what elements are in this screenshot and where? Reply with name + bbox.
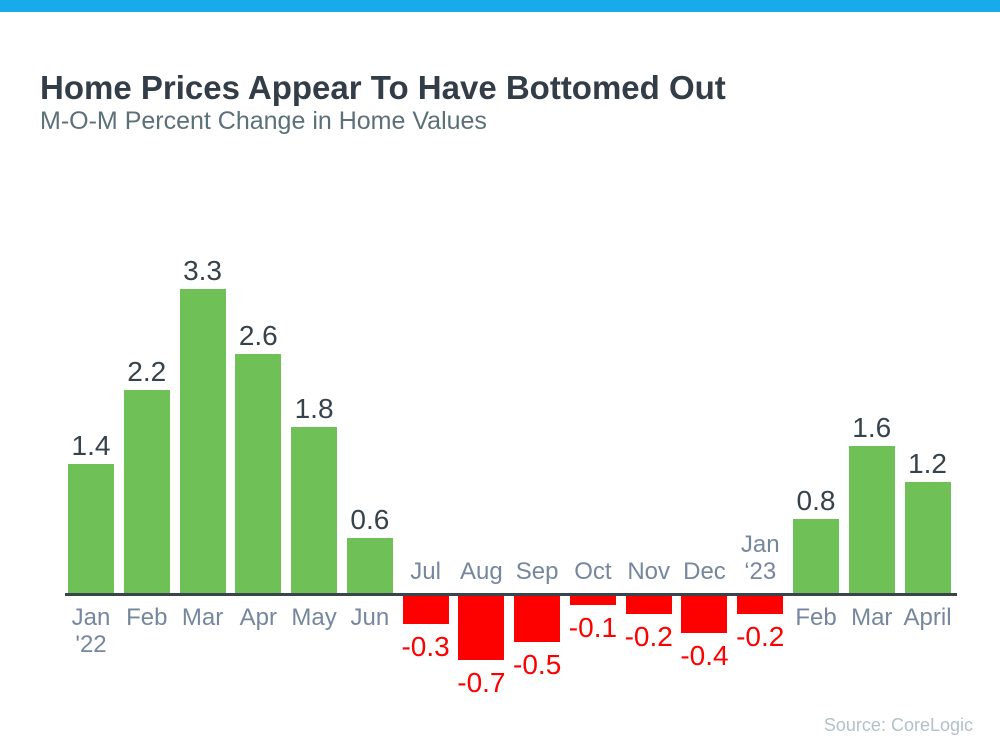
chart-title: Home Prices Appear To Have Bottomed Out [40, 69, 726, 107]
bar [291, 427, 338, 593]
month-label: Feb [126, 604, 168, 631]
month-label: Apr [239, 604, 277, 631]
month-label: Dec [683, 558, 726, 585]
bar-value-label: -0.3 [401, 630, 450, 662]
bar-value-label: -0.2 [624, 621, 673, 653]
bar-value-label: -0.7 [457, 667, 506, 699]
chart-subtitle: M-O-M Percent Change in Home Values [40, 107, 487, 135]
month-label: Aug [460, 558, 503, 585]
top-accent-strip [0, 0, 1000, 12]
month-label: Sep [515, 558, 559, 585]
month-label: Jan '22 [71, 604, 111, 658]
bar [235, 353, 282, 593]
bar [514, 596, 561, 643]
bar [625, 596, 672, 615]
bar [737, 596, 784, 615]
month-label: May [291, 604, 337, 631]
bar [123, 390, 170, 593]
bar-value-label: -0.2 [736, 621, 785, 653]
month-label: Mar [181, 604, 224, 631]
bar [458, 596, 505, 661]
bar [904, 482, 951, 593]
month-label: Feb [795, 604, 837, 631]
bar [569, 596, 616, 606]
bar-value-label: 0.6 [350, 503, 390, 535]
zero-axis-line [65, 593, 957, 596]
month-label: Jun [350, 604, 390, 631]
month-label: Jul [410, 558, 441, 585]
month-label: Jan ‘23 [740, 531, 780, 585]
bar-value-label: 1.2 [908, 448, 948, 480]
source-attribution: Source: CoreLogic [823, 715, 973, 735]
bar-value-label: -0.4 [680, 639, 729, 671]
bar [346, 537, 393, 593]
month-label: Nov [627, 558, 671, 585]
month-label: April [903, 604, 952, 631]
bar-value-label: 1.8 [294, 393, 334, 425]
bar [68, 464, 114, 593]
month-label: Mar [851, 604, 893, 631]
bar-value-label: 2.6 [238, 319, 278, 351]
bar [402, 596, 449, 624]
bar-value-label: 2.2 [127, 356, 167, 388]
bar-value-label: 0.8 [796, 485, 836, 517]
bar-value-label: 3.3 [183, 255, 222, 287]
bar-value-label: 1.6 [852, 411, 892, 443]
bar [793, 519, 839, 593]
bar [681, 596, 728, 633]
bar-value-label: -0.5 [513, 649, 562, 681]
bar [848, 445, 895, 593]
bar-value-label: 1.4 [71, 430, 111, 462]
month-label: Oct [574, 558, 612, 585]
bar [179, 289, 226, 593]
bar-value-label: -0.1 [568, 612, 618, 644]
